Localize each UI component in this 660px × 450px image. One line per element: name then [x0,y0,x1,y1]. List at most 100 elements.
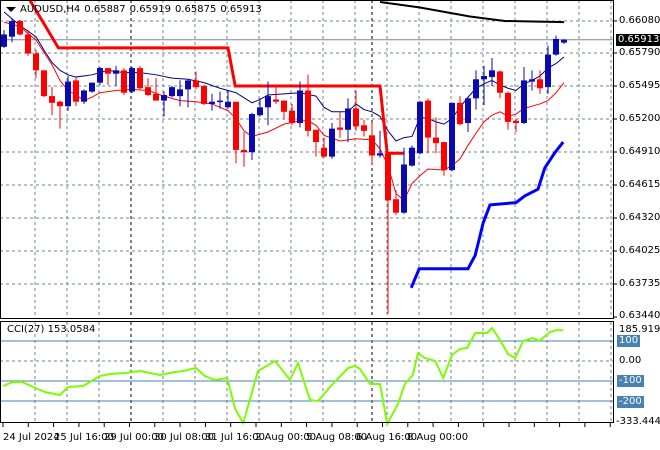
candle-bull [561,39,567,43]
candle-bear [201,86,207,104]
candle-bear [289,110,295,124]
candle-bull [169,87,175,97]
price-tick: 0.63440 [619,310,660,321]
price-tick: 0.63735 [619,278,660,289]
candle-bull [553,38,559,55]
candle-bear [105,68,111,74]
price-tick: 0.64615 [619,179,660,190]
price-tick: 0.65790 [619,47,660,58]
candle-bull [257,107,263,116]
candle-bull [185,80,191,90]
candle-bear [537,79,543,89]
candle-bull [265,96,271,108]
candle-bull [377,153,383,156]
candle-bull [1,34,7,47]
chart-header: AUDUSD,H4 0.65887 0.65919 0.65875 0.6591… [6,4,262,15]
candle-bull [81,90,87,102]
candle-bull [401,164,407,213]
candle-bull [489,70,495,78]
cci-label: CCI(27) 153.0584 [7,324,96,335]
price-tick: 0.65495 [619,80,660,91]
candle-bull [529,79,535,82]
price-tick: 0.64025 [619,245,660,256]
candle-bull [65,81,71,107]
candle-bull [209,101,215,104]
candle-bull [481,75,487,80]
candle-bull [449,102,455,171]
candle-bear [497,71,503,93]
candle-bear [393,199,399,213]
time-label: 8 Aug 00:00 [407,432,469,443]
price-tick: 0.66080 [619,15,660,26]
time-label: 29 Jul 00:00 [104,432,164,443]
cci-level-minus100: -100 [617,375,644,387]
candle-bull [129,68,135,92]
candle-bull [9,21,15,37]
ohlc-close: 0.65913 [220,4,262,15]
candle-bear [361,125,367,131]
indicator-line [3,21,565,202]
candle-bear [49,96,55,103]
candle-bear [233,101,239,150]
candle-bull [345,108,351,130]
candle-bear [57,101,63,107]
candle-bull [417,101,423,154]
time-label: 25 Jul 16:00 [54,432,114,443]
candle-bear [425,100,431,138]
time-label: 31 Jul 16:00 [205,432,265,443]
price-tick: 0.65200 [619,113,660,124]
indicator-line [379,0,565,24]
cci-min-label: -333.4445 [616,416,660,427]
indicator-line [409,141,565,289]
candle-bear [153,93,159,101]
candle-bear [513,120,519,124]
candle-bear [73,80,79,102]
candle-bear [241,149,247,153]
candle-bull [89,82,95,92]
cci-zero-label: 0.00 [619,355,642,366]
time-label: 30 Jul 08:00 [154,432,214,443]
ohlc-low: 0.65875 [175,4,217,15]
candle-bull [217,100,223,103]
current-price-label: 0.65913 [616,34,660,46]
candle-bear [193,80,199,88]
candle-bear [145,87,151,95]
candle-bear [17,21,23,35]
candle-bull [113,70,119,74]
ohlc-high: 0.65919 [129,4,172,15]
candle-bull [297,90,303,124]
dropdown-triangle-icon[interactable] [6,7,16,12]
indicator-line [3,11,565,142]
candle-bear [353,108,359,127]
cci-level-minus200: -200 [617,396,644,408]
candle-bull [465,98,471,124]
time-label: 24 Jul 2024 [3,432,60,443]
candle-bull [161,94,167,101]
cci-level-100: 100 [617,335,641,347]
candle-bull [97,68,103,83]
candle-bear [281,100,287,112]
price-tick: 0.64910 [619,146,660,157]
candle-bear [313,129,319,143]
candle-bear [457,102,463,125]
cci-max-label: 185.9198 [619,324,660,335]
time-label: 5 Aug 08:00 [306,432,368,443]
ohlc-open: 0.65887 [84,4,126,15]
candle-bear [505,92,511,122]
candle-bear [369,135,375,156]
time-label: 2 Aug 00:00 [255,432,317,443]
candle-bull [473,79,479,99]
candle-bull [177,89,183,97]
candle-bear [137,68,143,89]
cci-panel-frame [0,321,614,423]
candle-bear [337,127,343,130]
candle-bear [441,142,447,171]
candle-bear [41,70,47,97]
candle-bear [385,153,391,201]
time-label: 6 Aug 16:00 [356,432,418,443]
symbol-label: AUDUSD,H4 [20,4,81,15]
main-panel-frame [0,0,614,319]
candle-bull [545,54,551,88]
price-tick: 0.64320 [619,212,660,223]
